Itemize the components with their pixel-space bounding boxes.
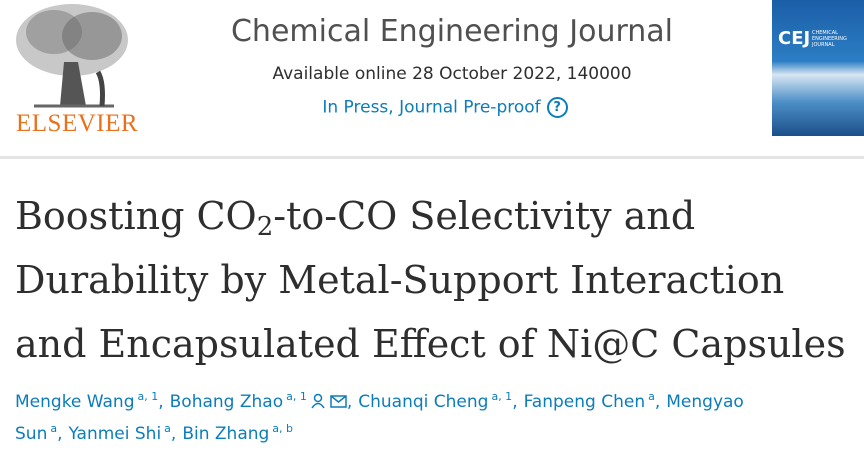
author-name[interactable]: Bin Zhang [182,424,270,444]
author[interactable]: Bohang Zhao a, 1 [169,390,359,412]
author-affiliation[interactable]: a [164,422,171,435]
author-name[interactable]: Bohang Zhao [169,392,284,412]
author-icons[interactable] [311,393,347,409]
author-name[interactable]: Chuanqi Cheng [358,392,489,412]
author-affiliation[interactable]: a, 1 [137,390,159,403]
author-name[interactable]: Yanmei Shi [68,424,162,444]
title-part: -to-CO Selectivity and [273,194,696,238]
author-name[interactable]: Fanpeng Chen [523,392,646,412]
author-name[interactable]: Mengke Wang [15,392,135,412]
title-subscript: 2 [256,212,274,242]
author-affiliation[interactable]: a [50,422,58,435]
title-part: and Encapsulated Effect of Ni@C Capsules [15,322,846,366]
available-online: Available online 28 October 2022, 140000 [272,64,632,84]
publisher-logo[interactable]: ELSEVIER [16,110,139,137]
separator [0,156,864,159]
author[interactable]: Chuanqi Cheng a, 1 [358,390,523,412]
author[interactable]: Yanmei Shi a [68,422,183,444]
elsevier-tree [16,4,128,108]
author-name[interactable]: Mengyao Sun [15,392,744,444]
journal-cover[interactable]: CEJ CHEMICAL ENGINEERING JOURNAL [772,0,864,136]
title-part: Boosting CO [15,194,257,238]
author-affiliation[interactable]: a, b [272,422,294,435]
status-text[interactable]: In Press, Journal Pre-proof [322,97,541,118]
cover-abbr: CEJ [778,28,811,49]
cover-name: CHEMICAL ENGINEERING JOURNAL [812,30,847,48]
help-icon[interactable]: ? [546,97,568,118]
author[interactable]: Fanpeng Chen a [523,390,667,412]
author-affiliation[interactable]: a, 1 [286,390,307,403]
author-affiliation[interactable]: a, 1 [491,390,513,403]
title-part: Durability by Metal-Support Interaction [15,258,785,302]
journal-title[interactable]: Chemical Engineering Journal [230,14,674,49]
article-title: Boosting CO2-to-CO Selectivity and Durabi… [15,184,846,376]
author[interactable]: Bin Zhang a, b [182,422,294,444]
author-affiliation[interactable]: a [648,390,655,403]
status[interactable]: In Press, Journal Pre-proof? [0,97,864,118]
author[interactable]: Mengke Wang a, 1 [15,390,170,412]
